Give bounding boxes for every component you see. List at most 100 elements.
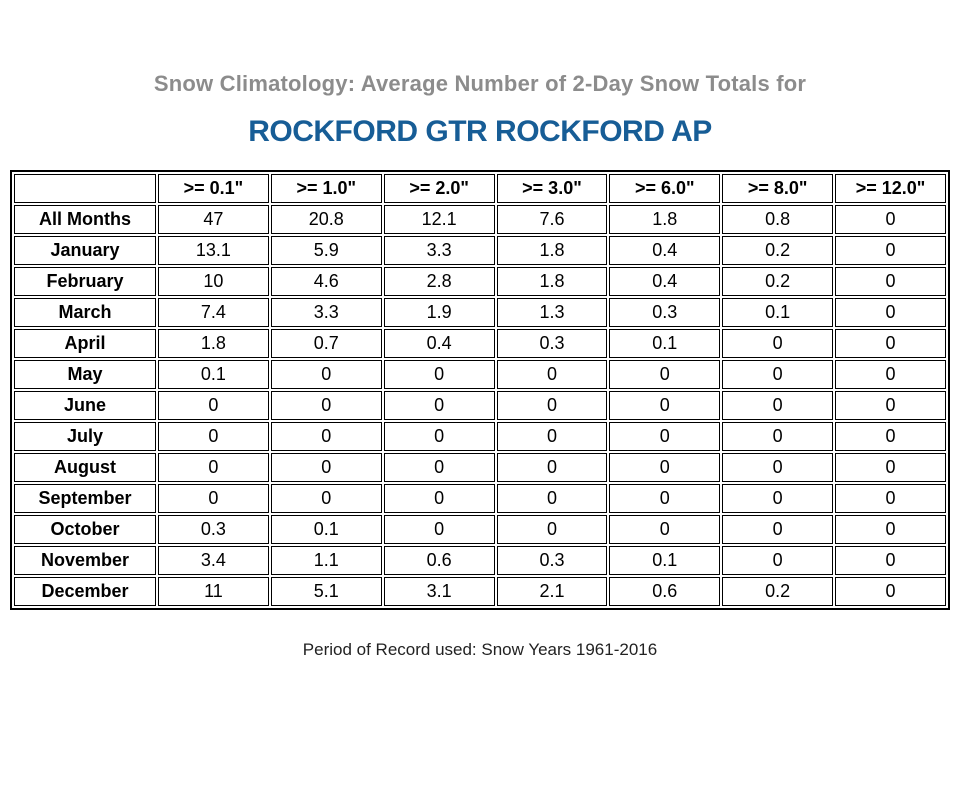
data-cell: 0 bbox=[270, 391, 382, 420]
data-cell: 0 bbox=[835, 453, 946, 482]
table-row: August 0 0 0 0 0 0 0 bbox=[14, 453, 946, 482]
data-cell: 0.2 bbox=[722, 577, 834, 606]
row-label: December bbox=[14, 577, 156, 606]
row-label: September bbox=[14, 484, 156, 513]
data-cell: 0 bbox=[496, 422, 608, 451]
data-cell: 0 bbox=[722, 360, 834, 389]
data-cell: 0.6 bbox=[383, 546, 495, 575]
data-cell: 0.8 bbox=[722, 205, 834, 234]
row-label: All Months bbox=[14, 205, 156, 234]
data-cell: 2.8 bbox=[383, 267, 495, 296]
data-cell: 0 bbox=[609, 360, 721, 389]
data-cell: 0 bbox=[609, 515, 721, 544]
period-of-record-note: Period of Record used: Snow Years 1961-2… bbox=[302, 640, 658, 659]
table-row: September 0 0 0 0 0 0 0 bbox=[14, 484, 946, 513]
column-header: >= 12.0" bbox=[835, 174, 946, 203]
data-cell: 1.3 bbox=[496, 298, 608, 327]
column-header: >= 2.0" bbox=[383, 174, 495, 203]
data-cell: 0.4 bbox=[609, 236, 721, 265]
data-cell: 0 bbox=[609, 422, 721, 451]
column-header: >= 3.0" bbox=[496, 174, 608, 203]
data-cell: 0.1 bbox=[722, 298, 834, 327]
header-row: >= 0.1" >= 1.0" >= 2.0" >= 3.0" >= 6.0" >= 8.… bbox=[14, 174, 946, 203]
table-row: April 1.8 0.7 0.4 0.3 0.1 0 0 bbox=[14, 329, 946, 358]
data-cell: 0 bbox=[722, 329, 834, 358]
row-label: June bbox=[14, 391, 156, 420]
data-cell: 0 bbox=[835, 267, 946, 296]
data-cell: 0.3 bbox=[609, 298, 721, 327]
data-cell: 0.1 bbox=[270, 515, 382, 544]
data-cell: 0.1 bbox=[158, 360, 269, 389]
data-cell: 10 bbox=[158, 267, 269, 296]
data-cell: 47 bbox=[158, 205, 269, 234]
data-cell: 0 bbox=[496, 515, 608, 544]
table-row: July 0 0 0 0 0 0 0 bbox=[14, 422, 946, 451]
data-cell: 0 bbox=[722, 484, 834, 513]
data-cell: 1.8 bbox=[609, 205, 721, 234]
row-label: February bbox=[14, 267, 156, 296]
row-label: April bbox=[14, 329, 156, 358]
data-cell: 0.3 bbox=[496, 546, 608, 575]
data-cell: 5.1 bbox=[270, 577, 382, 606]
row-label: November bbox=[14, 546, 156, 575]
table-row: November 3.4 1.1 0.6 0.3 0.1 0 0 bbox=[14, 546, 946, 575]
data-cell: 0 bbox=[722, 422, 834, 451]
data-cell: 0 bbox=[835, 577, 946, 606]
data-cell: 0 bbox=[609, 453, 721, 482]
column-header: >= 8.0" bbox=[722, 174, 834, 203]
data-cell: 0 bbox=[496, 453, 608, 482]
row-label: May bbox=[14, 360, 156, 389]
data-cell: 0 bbox=[722, 453, 834, 482]
data-cell: 0 bbox=[835, 546, 946, 575]
data-cell: 0 bbox=[383, 515, 495, 544]
data-cell: 5.9 bbox=[270, 236, 382, 265]
data-cell: 0 bbox=[722, 515, 834, 544]
table-row: June 0 0 0 0 0 0 0 bbox=[14, 391, 946, 420]
data-cell: 0.7 bbox=[270, 329, 382, 358]
page-subtitle: Snow Climatology: Average Number of 2-Da… bbox=[153, 71, 807, 96]
data-cell: 0 bbox=[835, 329, 946, 358]
row-label: August bbox=[14, 453, 156, 482]
data-cell: 0 bbox=[835, 298, 946, 327]
snow-table-body: All Months 47 20.8 12.1 7.6 1.8 0.8 0 January 13.… bbox=[14, 205, 946, 606]
data-cell: 1.9 bbox=[383, 298, 495, 327]
data-cell: 0 bbox=[383, 360, 495, 389]
data-cell: 0 bbox=[835, 422, 946, 451]
data-cell: 0 bbox=[496, 360, 608, 389]
data-cell: 0 bbox=[270, 484, 382, 513]
data-cell: 7.6 bbox=[496, 205, 608, 234]
data-cell: 0 bbox=[270, 453, 382, 482]
data-cell: 3.1 bbox=[383, 577, 495, 606]
data-cell: 4.6 bbox=[270, 267, 382, 296]
data-cell: 0 bbox=[496, 484, 608, 513]
data-cell: 0 bbox=[270, 360, 382, 389]
data-cell: 0 bbox=[835, 236, 946, 265]
data-cell: 20.8 bbox=[270, 205, 382, 234]
table-row: All Months 47 20.8 12.1 7.6 1.8 0.8 0 bbox=[14, 205, 946, 234]
data-cell: 0.3 bbox=[158, 515, 269, 544]
data-cell: 0 bbox=[609, 391, 721, 420]
column-header: >= 6.0" bbox=[609, 174, 721, 203]
snow-table: >= 0.1" >= 1.0" >= 2.0" >= 3.0" >= 6.0" >= 8.… bbox=[10, 170, 950, 610]
table-row: February 10 4.6 2.8 1.8 0.4 0.2 0 bbox=[14, 267, 946, 296]
data-cell: 0.4 bbox=[383, 329, 495, 358]
table-row: March 7.4 3.3 1.9 1.3 0.3 0.1 0 bbox=[14, 298, 946, 327]
data-cell: 0 bbox=[158, 422, 269, 451]
data-cell: 0 bbox=[722, 391, 834, 420]
page-title: ROCKFORD GTR ROCKFORD AP bbox=[248, 115, 712, 148]
data-cell: 11 bbox=[158, 577, 269, 606]
data-cell: 1.8 bbox=[496, 236, 608, 265]
data-cell: 0 bbox=[835, 484, 946, 513]
data-cell: 0.4 bbox=[609, 267, 721, 296]
data-cell: 0 bbox=[383, 484, 495, 513]
data-cell: 0 bbox=[835, 360, 946, 389]
snow-table-head: >= 0.1" >= 1.0" >= 2.0" >= 3.0" >= 6.0" >= 8.… bbox=[14, 174, 946, 203]
column-header: >= 1.0" bbox=[270, 174, 382, 203]
data-cell: 0 bbox=[158, 391, 269, 420]
data-cell: 0.6 bbox=[609, 577, 721, 606]
row-label: October bbox=[14, 515, 156, 544]
table-row: May 0.1 0 0 0 0 0 0 bbox=[14, 360, 946, 389]
data-cell: 3.4 bbox=[158, 546, 269, 575]
data-cell: 7.4 bbox=[158, 298, 269, 327]
data-cell: 0 bbox=[383, 422, 495, 451]
